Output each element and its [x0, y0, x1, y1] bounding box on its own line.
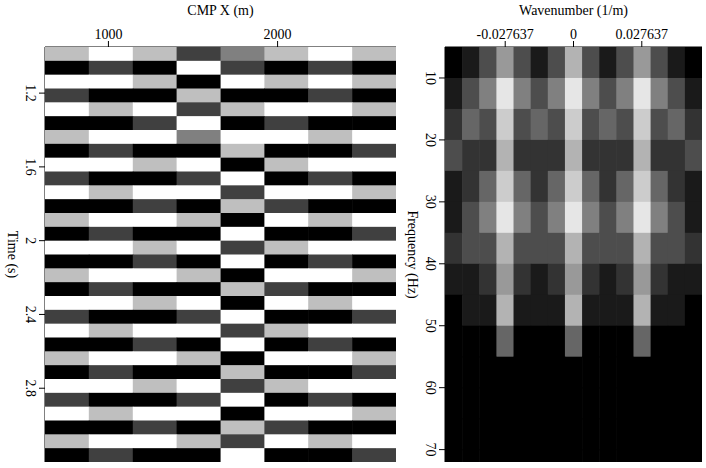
svg-text:70: 70 — [423, 443, 438, 457]
svg-text:20: 20 — [423, 133, 438, 147]
svg-text:Wavenumber (1/m): Wavenumber (1/m) — [519, 3, 628, 19]
svg-text:0.027637: 0.027637 — [616, 27, 669, 42]
svg-text:40: 40 — [423, 257, 438, 271]
svg-text:1.2: 1.2 — [23, 84, 38, 102]
svg-text:60: 60 — [423, 381, 438, 395]
svg-text:2000: 2000 — [264, 27, 292, 42]
svg-text:10: 10 — [423, 71, 438, 85]
svg-text:30: 30 — [423, 195, 438, 209]
svg-text:Frequency (Hz): Frequency (Hz) — [404, 210, 420, 299]
svg-text:2: 2 — [23, 237, 38, 244]
svg-text:1.6: 1.6 — [23, 158, 38, 176]
svg-text:-0.027637: -0.027637 — [477, 27, 534, 42]
svg-text:2.8: 2.8 — [23, 379, 38, 397]
svg-text:0: 0 — [570, 27, 577, 42]
svg-text:Time (s): Time (s) — [4, 231, 20, 279]
svg-text:CMP X (m): CMP X (m) — [187, 3, 254, 19]
svg-text:2.4: 2.4 — [23, 306, 38, 324]
svg-text:1000: 1000 — [94, 27, 122, 42]
svg-text:50: 50 — [423, 319, 438, 333]
